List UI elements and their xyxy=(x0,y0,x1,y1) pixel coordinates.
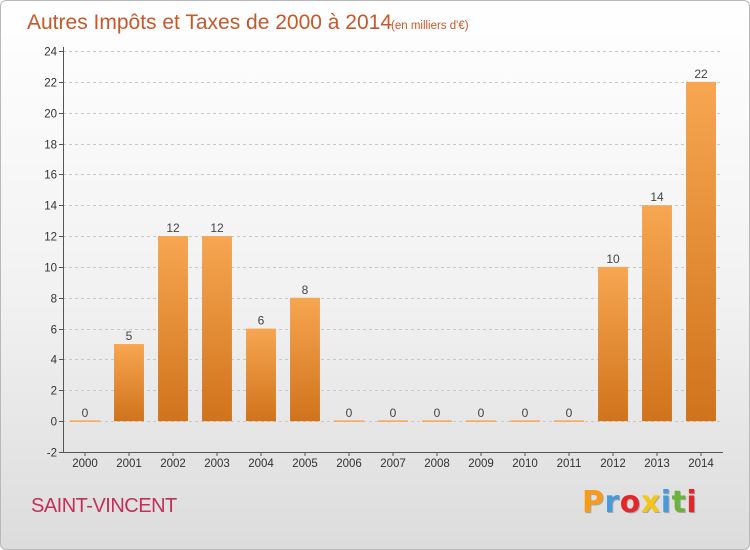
bar xyxy=(202,236,232,422)
data-label: 12 xyxy=(210,221,224,235)
x-tick-label: 2014 xyxy=(688,458,714,470)
x-tick-label: 2004 xyxy=(248,458,274,470)
y-tick-label: 18 xyxy=(44,140,57,152)
x-tick-label: 2002 xyxy=(160,458,186,470)
x-tick-label: 2003 xyxy=(204,458,230,470)
bar xyxy=(290,297,320,422)
bar xyxy=(686,81,716,422)
x-tick-label: 2000 xyxy=(72,458,98,470)
y-tick-label: 4 xyxy=(51,355,58,367)
y-tick-label: 6 xyxy=(51,325,57,337)
x-tick-label: 2013 xyxy=(644,458,670,470)
y-tick-label: 8 xyxy=(51,294,57,306)
brand-letter: r xyxy=(604,485,620,520)
x-tick-label: 2008 xyxy=(424,458,450,470)
data-label: 12 xyxy=(166,221,180,235)
data-label: 0 xyxy=(346,406,353,420)
y-tick-label: 12 xyxy=(44,232,57,244)
labels: -202468101214161820222402000520011220021… xyxy=(44,47,714,471)
y-tick-label: 2 xyxy=(51,386,57,398)
data-label: 0 xyxy=(434,406,441,420)
y-tick-label: 24 xyxy=(44,47,57,59)
data-label: 6 xyxy=(258,314,265,328)
y-tick-label: 14 xyxy=(44,201,57,213)
y-tick-label: -2 xyxy=(47,448,57,460)
y-tick-label: 0 xyxy=(51,417,57,429)
x-tick-label: 2011 xyxy=(557,458,582,470)
bar xyxy=(114,344,144,422)
bar xyxy=(598,266,628,422)
data-label: 10 xyxy=(606,252,620,266)
data-label: 0 xyxy=(566,406,573,420)
data-label: 0 xyxy=(82,406,89,420)
bar xyxy=(642,205,672,422)
brand-letter: o xyxy=(619,485,641,520)
y-tick-label: 10 xyxy=(44,263,57,275)
y-tick-label: 16 xyxy=(44,170,57,182)
x-tick-label: 2012 xyxy=(600,458,626,470)
x-tick-label: 2010 xyxy=(512,458,538,470)
data-label: 14 xyxy=(650,190,664,204)
data-label: 5 xyxy=(126,329,133,343)
brand-letter: x xyxy=(640,485,661,520)
brand-letter: P xyxy=(582,485,605,520)
brand-letter: t xyxy=(671,485,687,520)
chart-subtitle: (en milliers d'€) xyxy=(391,20,469,32)
x-tick-label: 2005 xyxy=(292,458,318,470)
brand-letter: i xyxy=(660,485,672,520)
y-tick-label: 22 xyxy=(44,78,57,90)
bar xyxy=(246,328,276,422)
chart-title: Autres Impôts et Taxes de 2000 à 2014 xyxy=(27,11,392,34)
x-tick-label: 2006 xyxy=(336,458,362,470)
data-label: 22 xyxy=(694,67,708,81)
y-tick-label: 20 xyxy=(44,109,57,121)
brand-letter: i xyxy=(686,485,698,520)
data-label: 0 xyxy=(522,406,529,420)
commune-name: SAINT-VINCENT xyxy=(31,495,177,517)
bar xyxy=(158,236,188,422)
bars xyxy=(70,81,716,422)
data-label: 0 xyxy=(478,406,485,420)
proxiti-logo[interactable]: Proxiti xyxy=(582,485,697,520)
x-tick-label: 2007 xyxy=(380,458,406,470)
data-label: 0 xyxy=(390,406,397,420)
x-tick-label: 2001 xyxy=(116,458,142,470)
axes xyxy=(59,47,723,456)
data-label: 8 xyxy=(302,283,309,297)
x-tick-label: 2009 xyxy=(468,458,494,470)
